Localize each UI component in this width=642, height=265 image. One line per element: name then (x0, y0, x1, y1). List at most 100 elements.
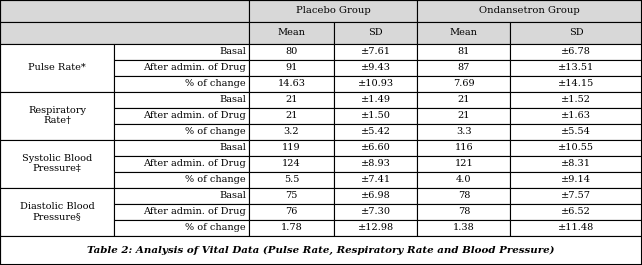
Text: Basal: Basal (219, 95, 246, 104)
Bar (0, 188, 114, 236)
Bar (334, 43, 417, 60)
Bar (417, 60, 510, 76)
Text: 78: 78 (458, 191, 470, 200)
Bar (334, 108, 417, 123)
Bar (0, 236, 642, 265)
Text: Diastolic Blood
Pressure§: Diastolic Blood Pressure§ (20, 202, 94, 221)
Text: Basal: Basal (219, 47, 246, 56)
Bar (334, 140, 417, 156)
Text: After admin. of Drug: After admin. of Drug (143, 63, 246, 72)
Bar (510, 60, 642, 76)
Bar (114, 76, 249, 91)
Bar (0, 140, 114, 188)
Bar (249, 43, 334, 60)
Bar (417, 91, 510, 108)
Text: ±7.61: ±7.61 (361, 47, 390, 56)
Text: ±5.54: ±5.54 (561, 127, 591, 136)
Bar (510, 43, 642, 60)
Text: ±13.51: ±13.51 (558, 63, 594, 72)
Bar (334, 156, 417, 171)
Bar (114, 204, 249, 220)
Bar (249, 204, 334, 220)
Bar (334, 123, 417, 140)
Bar (114, 140, 249, 156)
Text: ±7.41: ±7.41 (361, 175, 390, 184)
Bar (417, 76, 510, 91)
Text: Table 2: Analysis of Vital Data (Pulse Rate, Respiratory Rate and Blood Pressure: Table 2: Analysis of Vital Data (Pulse R… (87, 246, 555, 255)
Bar (510, 220, 642, 236)
Text: SD: SD (369, 28, 383, 37)
Bar (334, 188, 417, 204)
Text: Pulse Rate*: Pulse Rate* (28, 63, 86, 72)
Text: Mean: Mean (450, 28, 478, 37)
Bar (249, 140, 334, 156)
Bar (510, 188, 642, 204)
Text: 75: 75 (285, 191, 298, 200)
Text: ±5.42: ±5.42 (361, 127, 390, 136)
Bar (249, 220, 334, 236)
Bar (334, 22, 417, 43)
Text: ±8.31: ±8.31 (561, 159, 591, 168)
Text: ±8.93: ±8.93 (361, 159, 390, 168)
Bar (249, 123, 334, 140)
Text: 1.38: 1.38 (453, 223, 474, 232)
Text: ±6.98: ±6.98 (361, 191, 390, 200)
Text: ±9.43: ±9.43 (361, 63, 390, 72)
Bar (114, 156, 249, 171)
Text: 91: 91 (285, 63, 298, 72)
Bar (114, 188, 249, 204)
Bar (114, 43, 249, 60)
Text: 76: 76 (285, 207, 298, 216)
Text: Respiratory
Rate†: Respiratory Rate† (28, 106, 86, 125)
Text: Ondansetron Group: Ondansetron Group (480, 6, 580, 15)
Bar (510, 171, 642, 188)
Bar (249, 188, 334, 204)
Text: 116: 116 (455, 143, 473, 152)
Bar (334, 220, 417, 236)
Bar (417, 43, 510, 60)
Bar (249, 156, 334, 171)
Bar (249, 171, 334, 188)
Text: 81: 81 (458, 47, 470, 56)
Bar (510, 22, 642, 43)
Text: 121: 121 (455, 159, 473, 168)
Text: Placebo Group: Placebo Group (296, 6, 370, 15)
Text: 3.2: 3.2 (284, 127, 299, 136)
Text: 21: 21 (285, 95, 298, 104)
Bar (334, 60, 417, 76)
Text: After admin. of Drug: After admin. of Drug (143, 207, 246, 216)
Text: 87: 87 (458, 63, 470, 72)
Bar (417, 220, 510, 236)
Bar (114, 123, 249, 140)
Text: % of change: % of change (186, 79, 246, 88)
Bar (510, 156, 642, 171)
Text: ±11.48: ±11.48 (558, 223, 594, 232)
Text: ±12.98: ±12.98 (358, 223, 394, 232)
Bar (0, 91, 114, 140)
Bar (510, 76, 642, 91)
Bar (114, 171, 249, 188)
Bar (510, 140, 642, 156)
Bar (114, 220, 249, 236)
Text: ±10.93: ±10.93 (358, 79, 394, 88)
Bar (249, 22, 334, 43)
Bar (510, 204, 642, 220)
Text: ±1.49: ±1.49 (361, 95, 390, 104)
Bar (417, 140, 510, 156)
Text: SD: SD (569, 28, 584, 37)
Text: 7.69: 7.69 (453, 79, 474, 88)
Text: 124: 124 (282, 159, 301, 168)
Text: Systolic Blood
Pressure‡: Systolic Blood Pressure‡ (22, 154, 92, 173)
Bar (114, 91, 249, 108)
Text: ±10.55: ±10.55 (558, 143, 594, 152)
Bar (334, 204, 417, 220)
Bar (417, 156, 510, 171)
Bar (417, 22, 510, 43)
Text: 21: 21 (458, 111, 470, 120)
Bar (417, 204, 510, 220)
Text: 4.0: 4.0 (456, 175, 472, 184)
Text: Basal: Basal (219, 143, 246, 152)
Text: After admin. of Drug: After admin. of Drug (143, 159, 246, 168)
Text: 14.63: 14.63 (277, 79, 306, 88)
Text: ±6.60: ±6.60 (361, 143, 390, 152)
